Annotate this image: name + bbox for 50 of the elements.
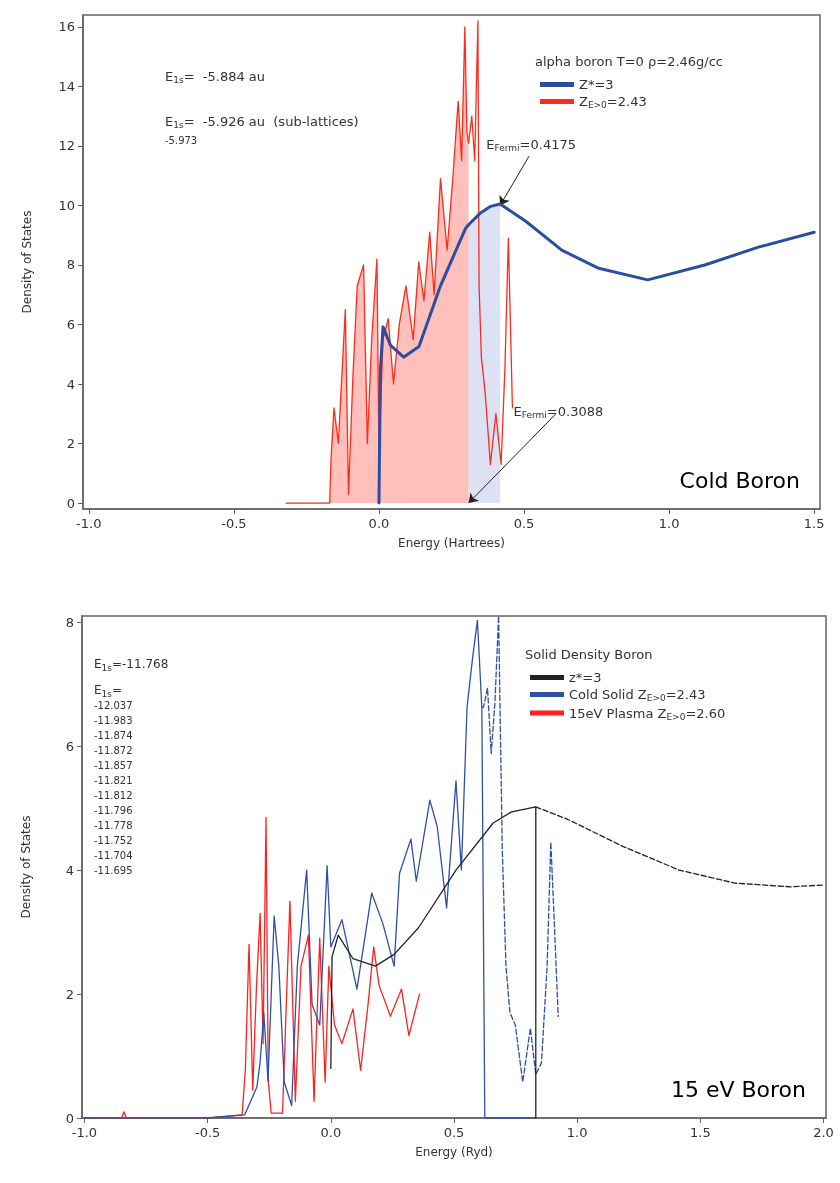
x-tick-label: 1.0 [658,516,680,531]
y-tick-label: 6 [66,316,75,332]
y-tick-label: 4 [66,376,75,392]
annotation: Cold Boron [679,467,801,493]
x-tick-label: 1.5 [690,1125,711,1140]
x-axis-title: Energy (Hartrees) [398,536,505,550]
x-tick-label: -1.0 [71,1125,98,1140]
x-tick-label: 0.5 [513,516,535,531]
y-tick-label: 2 [66,436,75,452]
annotation: -11.752 [94,834,133,846]
annotation: -11.704 [94,849,133,861]
annotation: -11.796 [94,804,133,816]
annotation: -11.695 [94,864,133,876]
x-axis-title: Energy (Ryd) [415,1145,493,1159]
y-tick-label: 0 [66,495,75,511]
x-tick-label: 1.0 [566,1125,588,1140]
annotation: -11.812 [94,789,133,801]
y-tick-label: 8 [66,257,75,273]
y-tick-label: 6 [65,738,74,754]
legend-label: Z*=3 [579,77,614,92]
y-tick-label: 14 [58,78,75,94]
x-tick-label: 0.0 [320,1125,342,1140]
y-tick-label: 10 [58,197,75,213]
x-tick-label: 2.0 [813,1125,834,1140]
annotation: -11.983 [94,714,133,726]
x-tick-label: -0.5 [194,1125,221,1140]
annotation: -11.821 [94,774,133,786]
x-tick-label: -0.5 [221,516,247,531]
legend-title: alpha boron T=0 ρ=2.46g/cc [535,54,724,69]
x-tick-label: 0.5 [443,1125,465,1140]
legend-label: z*=3 [569,670,602,685]
y-tick-label: 0 [65,1110,74,1126]
annotation: -5.973 [165,134,198,146]
y-axis-title: Density of States [20,210,34,314]
annotation: -11.857 [94,759,133,771]
y-tick-label: 2 [65,986,74,1002]
x-tick-label: -1.0 [76,516,102,531]
legend-title: Solid Density Boron [525,647,653,662]
y-axis-title: Density of States [19,815,33,919]
annotation: 15 eV Boron [670,1076,807,1102]
annotation: -11.874 [94,729,133,741]
y-tick-label: 4 [65,862,74,878]
annotation: -11.872 [94,744,133,756]
x-tick-label: 0.0 [368,516,390,531]
annotation: -11.778 [94,819,133,831]
annotation: -12.037 [94,699,133,711]
x-tick-label: 1.5 [803,516,825,531]
y-tick-label: 12 [58,138,75,154]
y-tick-label: 8 [65,614,74,630]
y-tick-label: 16 [58,19,75,35]
